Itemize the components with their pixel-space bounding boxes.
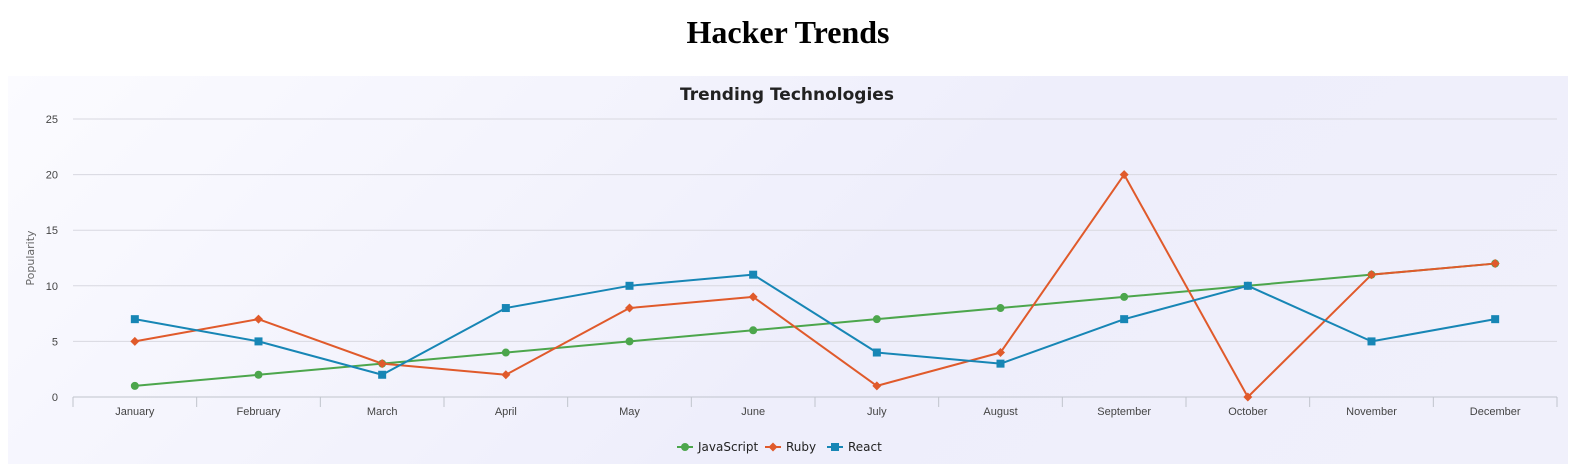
x-tick-label: August — [983, 406, 1017, 418]
javascript-data-point — [501, 348, 510, 357]
ruby-data-point — [625, 303, 634, 313]
ruby-data-point — [501, 370, 511, 380]
javascript-data-point — [1120, 292, 1129, 301]
react-series-line — [134, 273, 1496, 376]
ruby-data-point — [1367, 270, 1376, 280]
javascript-series-line — [134, 262, 1496, 387]
chart-panel: 0 5 10 15 20 25 January February March April May J… — [8, 76, 1568, 464]
legend-label: JavaScript — [697, 440, 758, 454]
javascript-data-point — [996, 304, 1005, 313]
x-tick-label: February — [236, 406, 281, 418]
ruby-data-point — [130, 336, 140, 346]
ruby-data-point — [1119, 170, 1129, 180]
x-tick-label: September — [1097, 406, 1151, 418]
x-tick-label: June — [741, 406, 765, 418]
react-data-point — [872, 348, 881, 357]
y-axis-title: Popularity — [24, 230, 37, 286]
x-tick-label: November — [1346, 406, 1397, 418]
series-lines — [134, 173, 1496, 398]
x-tick-label: October — [1228, 406, 1267, 418]
y-tick-label: 10 — [46, 281, 58, 293]
react-data-point — [130, 315, 139, 324]
x-tick-label: May — [619, 406, 640, 418]
react-data-point — [996, 359, 1005, 368]
ruby-data-point — [254, 314, 263, 324]
ruby-data-point — [748, 292, 758, 302]
series-markers — [130, 170, 1500, 402]
x-tick-label: March — [367, 406, 398, 418]
y-tick-label: 0 — [52, 392, 58, 404]
legend-symbol — [768, 442, 778, 452]
legend-label: Ruby — [786, 440, 816, 454]
javascript-data-point — [749, 326, 758, 335]
react-data-point — [1491, 315, 1500, 324]
x-tick-label: December — [1470, 406, 1521, 418]
x-tick-label: July — [867, 406, 887, 418]
page-heading: Hacker Trends — [686, 14, 890, 50]
legend-symbol — [681, 443, 689, 451]
x-tick-label: January — [115, 406, 155, 418]
javascript-data-point — [872, 315, 881, 324]
react-data-point — [1367, 337, 1376, 346]
react-data-point — [501, 304, 510, 313]
react-data-point — [378, 370, 387, 379]
legend-item-javascript[interactable]: JavaScript — [677, 440, 758, 454]
y-tick-label: 25 — [46, 114, 58, 126]
y-tick-label: 15 — [46, 225, 58, 237]
y-axis-ticks: 0 5 10 15 20 25 — [46, 114, 58, 404]
javascript-data-point — [254, 370, 263, 379]
javascript-data-point — [130, 381, 139, 390]
x-axis-ticks: January February March April May June July Augu… — [72, 397, 1558, 418]
ruby-series-line — [134, 173, 1496, 398]
ruby-data-point — [996, 348, 1005, 358]
ruby-data-point — [1243, 392, 1253, 402]
react-data-point — [1120, 315, 1129, 324]
react-data-point — [749, 270, 758, 279]
legend-symbol — [831, 443, 839, 451]
ruby-data-point — [1490, 259, 1500, 269]
y-tick-label: 5 — [52, 336, 58, 348]
legend: JavaScript Ruby React — [677, 440, 882, 454]
javascript-data-point — [625, 337, 634, 346]
legend-item-react[interactable]: React — [827, 440, 882, 454]
x-tick-label: April — [495, 406, 517, 418]
grid-lines — [73, 118, 1557, 342]
ruby-data-point — [872, 381, 882, 391]
react-data-point — [625, 281, 634, 290]
react-data-point — [254, 337, 263, 346]
chart-title: Trending Technologies — [680, 85, 894, 105]
y-tick-label: 20 — [46, 170, 58, 182]
legend-item-ruby[interactable]: Ruby — [765, 440, 816, 454]
react-data-point — [1243, 281, 1252, 290]
ruby-data-point — [377, 359, 387, 369]
legend-label: React — [848, 440, 882, 454]
